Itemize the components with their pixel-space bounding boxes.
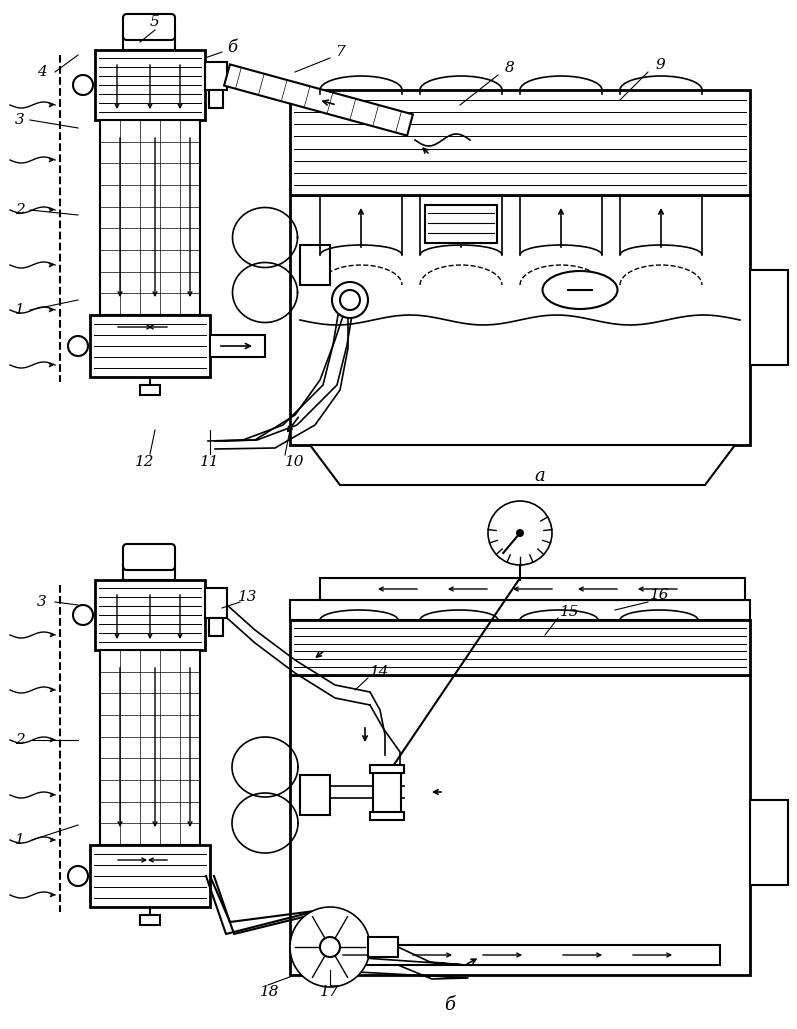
- Bar: [90, 845, 210, 907]
- Text: 9: 9: [655, 58, 665, 72]
- Bar: [123, 36, 175, 50]
- Text: 10: 10: [285, 455, 304, 469]
- Bar: [290, 675, 750, 975]
- Text: а: а: [535, 467, 545, 485]
- Text: 11: 11: [200, 455, 220, 469]
- Circle shape: [516, 529, 524, 537]
- Circle shape: [290, 907, 370, 987]
- Text: 7: 7: [335, 45, 345, 59]
- Bar: [205, 588, 227, 618]
- Bar: [750, 800, 788, 885]
- Text: 2: 2: [15, 203, 25, 217]
- Bar: [290, 196, 750, 445]
- Polygon shape: [224, 65, 413, 136]
- Bar: [300, 245, 330, 285]
- Text: 3: 3: [37, 595, 47, 609]
- Bar: [290, 620, 750, 675]
- Text: 15: 15: [560, 605, 579, 619]
- Text: 3: 3: [15, 113, 25, 127]
- Text: 13: 13: [238, 590, 257, 604]
- Bar: [320, 945, 720, 965]
- Text: 4: 4: [37, 65, 47, 79]
- Bar: [300, 775, 330, 815]
- Bar: [210, 335, 265, 357]
- Bar: [140, 385, 160, 395]
- Text: 12: 12: [135, 455, 155, 469]
- Circle shape: [340, 290, 360, 310]
- Bar: [368, 937, 398, 957]
- Text: б: б: [445, 996, 456, 1014]
- Circle shape: [68, 866, 88, 886]
- Text: 2: 2: [15, 733, 25, 747]
- Bar: [370, 765, 404, 773]
- Ellipse shape: [543, 271, 618, 309]
- Bar: [95, 50, 205, 120]
- Bar: [290, 600, 750, 620]
- Bar: [100, 650, 200, 845]
- Circle shape: [73, 75, 93, 95]
- Text: 14: 14: [371, 665, 390, 679]
- Circle shape: [73, 605, 93, 625]
- Text: 1: 1: [15, 303, 25, 317]
- Bar: [205, 62, 227, 90]
- Bar: [209, 618, 223, 636]
- Text: 16: 16: [650, 588, 669, 602]
- Bar: [370, 812, 404, 820]
- Circle shape: [320, 937, 340, 957]
- Bar: [123, 566, 175, 580]
- Text: 5: 5: [150, 15, 160, 29]
- Polygon shape: [310, 445, 735, 485]
- Bar: [373, 770, 401, 815]
- Bar: [95, 580, 205, 650]
- Circle shape: [332, 282, 368, 318]
- Text: б: б: [227, 39, 237, 57]
- Bar: [209, 90, 223, 108]
- FancyBboxPatch shape: [123, 544, 175, 570]
- Circle shape: [488, 501, 552, 565]
- Text: 17: 17: [320, 985, 340, 999]
- Bar: [140, 915, 160, 925]
- Text: 1: 1: [15, 833, 25, 847]
- Bar: [425, 205, 497, 243]
- Bar: [750, 270, 788, 365]
- Bar: [100, 120, 200, 315]
- Bar: [290, 90, 750, 196]
- Bar: [320, 578, 745, 600]
- Circle shape: [68, 336, 88, 356]
- Bar: [90, 315, 210, 377]
- Text: 8: 8: [505, 61, 515, 75]
- FancyBboxPatch shape: [123, 14, 175, 40]
- Text: 18: 18: [261, 985, 280, 999]
